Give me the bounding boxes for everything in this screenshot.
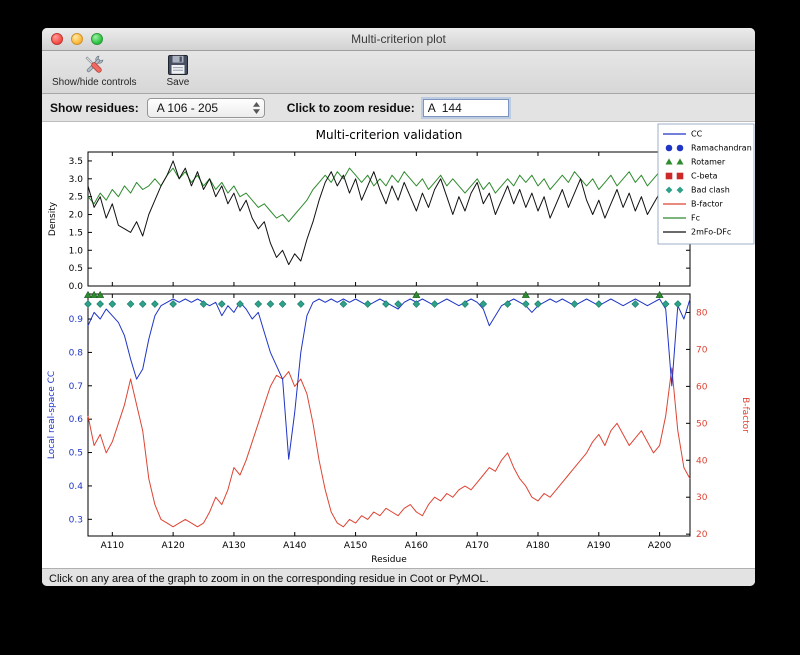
residue-range-select[interactable]: A 106 - 205 — [146, 97, 265, 118]
multi-criterion-plot-window: Multi-criterion plot Show/hide controls — [42, 28, 755, 586]
svg-text:A110: A110 — [101, 541, 125, 551]
zoom-residue-label: Click to zoom residue: — [286, 100, 415, 115]
svg-text:0.9: 0.9 — [69, 315, 84, 325]
zoom-residue-input[interactable] — [422, 98, 509, 117]
svg-text:20: 20 — [696, 530, 708, 540]
residue-range-value: A 106 - 205 — [156, 100, 219, 115]
svg-text:A150: A150 — [344, 541, 368, 551]
svg-text:B-factor: B-factor — [740, 397, 750, 433]
show-residues-label: Show residues: — [50, 100, 139, 115]
show-hide-controls-button[interactable]: Show/hide controls — [52, 53, 137, 88]
toolbar: Show/hide controls Save — [42, 51, 755, 94]
zoom-window-button[interactable] — [91, 33, 103, 45]
close-button[interactable] — [51, 33, 63, 45]
save-button[interactable]: Save — [166, 53, 190, 88]
svg-text:60: 60 — [696, 382, 708, 392]
svg-text:Fc: Fc — [691, 214, 700, 223]
svg-text:2mFo-DFc: 2mFo-DFc — [691, 228, 731, 237]
svg-text:30: 30 — [696, 493, 708, 503]
svg-text:A180: A180 — [526, 541, 550, 551]
svg-text:A170: A170 — [465, 541, 489, 551]
tools-icon — [81, 53, 107, 77]
stepper-icon — [252, 101, 261, 115]
svg-text:A190: A190 — [587, 541, 611, 551]
traffic-lights — [51, 33, 103, 45]
svg-text:C-beta: C-beta — [691, 172, 718, 181]
svg-text:A200: A200 — [648, 541, 672, 551]
svg-text:80: 80 — [696, 308, 708, 318]
svg-text:Local real-space CC: Local real-space CC — [47, 371, 57, 459]
svg-text:0.7: 0.7 — [69, 382, 83, 392]
svg-text:Residue: Residue — [371, 555, 407, 565]
svg-text:0.5: 0.5 — [69, 264, 83, 274]
status-text: Click on any area of the graph to zoom i… — [49, 572, 489, 585]
svg-text:A130: A130 — [222, 541, 246, 551]
svg-text:0.4: 0.4 — [69, 482, 84, 492]
minimize-button[interactable] — [71, 33, 83, 45]
svg-text:0.0: 0.0 — [69, 282, 84, 292]
save-icon — [167, 53, 189, 77]
svg-text:CC: CC — [691, 130, 703, 139]
status-bar: Click on any area of the graph to zoom i… — [42, 568, 755, 586]
svg-text:A120: A120 — [161, 541, 185, 551]
svg-text:0.5: 0.5 — [69, 449, 83, 459]
svg-text:0.8: 0.8 — [69, 348, 84, 358]
svg-text:Density: Density — [48, 201, 58, 236]
plot-area[interactable]: Multi-criterion validation 0.0 0.5 1.0 1.5 2.… — [42, 122, 755, 568]
save-label: Save — [166, 77, 190, 88]
titlebar[interactable]: Multi-criterion plot — [42, 28, 755, 51]
svg-text:3.0: 3.0 — [69, 175, 84, 185]
svg-text:1.0: 1.0 — [69, 246, 84, 256]
svg-text:Bad clash: Bad clash — [691, 186, 730, 195]
svg-text:0.3: 0.3 — [69, 515, 83, 525]
svg-text:0.6: 0.6 — [69, 415, 84, 425]
svg-text:40: 40 — [696, 456, 708, 466]
multi-criterion-figure[interactable]: Multi-criterion validation 0.0 0.5 1.0 1.5 2.… — [42, 122, 755, 568]
show-hide-controls-label: Show/hide controls — [52, 77, 137, 88]
controls-bar: Show residues: A 106 - 205 Click to zoom… — [42, 94, 755, 122]
svg-text:3.5: 3.5 — [69, 157, 83, 167]
svg-text:70: 70 — [696, 345, 708, 355]
svg-text:Ramachandran: Ramachandran — [691, 144, 752, 153]
svg-text:2.5: 2.5 — [69, 193, 83, 203]
svg-text:50: 50 — [696, 419, 708, 429]
svg-text:A160: A160 — [405, 541, 429, 551]
svg-text:A140: A140 — [283, 541, 307, 551]
svg-text:Rotamer: Rotamer — [691, 158, 726, 167]
svg-text:B-factor: B-factor — [691, 200, 724, 209]
window-title: Multi-criterion plot — [351, 32, 446, 46]
svg-text:Multi-criterion validation: Multi-criterion validation — [316, 128, 463, 142]
svg-text:2.0: 2.0 — [69, 211, 84, 221]
svg-text:1.5: 1.5 — [69, 228, 83, 238]
